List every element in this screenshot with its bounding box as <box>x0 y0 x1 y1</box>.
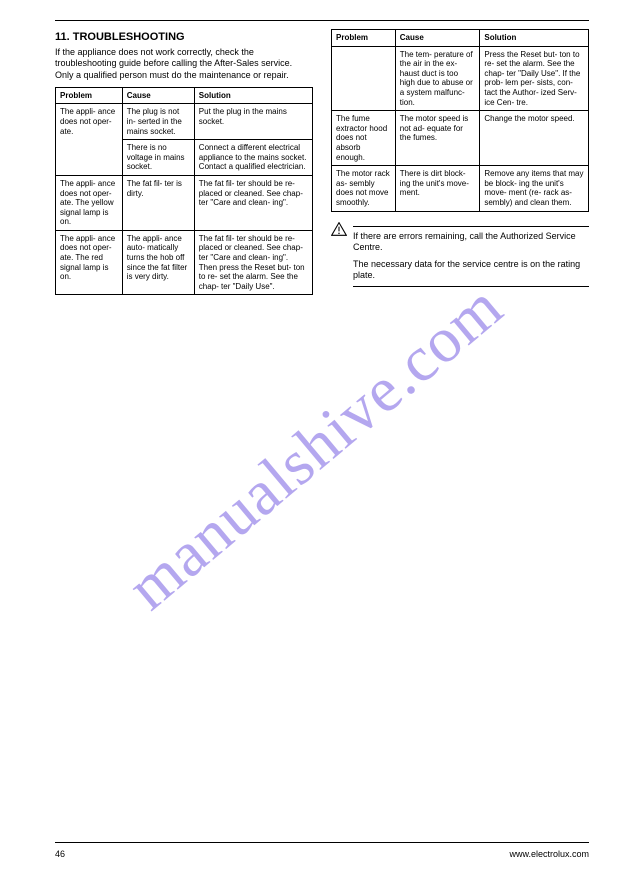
cell: Remove any items that may be block- ing … <box>480 166 589 211</box>
table-row: The appli- ance does not oper- ate. The … <box>56 104 313 140</box>
th-problem: Problem <box>332 30 396 47</box>
cell: The motor speed is not ad- equate for th… <box>395 111 480 166</box>
cell: The fat fil- ter should be re- placed or… <box>194 175 312 230</box>
cell: Connect a different electrical appliance… <box>194 140 312 176</box>
cell: Change the motor speed. <box>480 111 589 166</box>
table-row: The tem- perature of the air in the ex- … <box>332 46 589 111</box>
footer-url: www.electrolux.com <box>509 849 589 859</box>
warning-icon <box>331 222 347 291</box>
warning-block: If there are errors remaining, call the … <box>331 222 589 291</box>
th-solution: Solution <box>480 30 589 47</box>
table-row: The fume extractor hood does not absorb … <box>332 111 589 166</box>
table-row: The motor rack as- sembly does not move … <box>332 166 589 211</box>
cell: The motor rack as- sembly does not move … <box>332 166 396 211</box>
intro-para: If the appliance does not work correctly… <box>55 47 313 81</box>
footer-rule <box>55 842 589 843</box>
table-row: The appli- ance does not oper- ate. The … <box>56 175 313 230</box>
cell: The appli- ance does not oper- ate. The … <box>56 230 123 295</box>
cell: Press the Reset but- ton to re- set the … <box>480 46 589 111</box>
right-column: Problem Cause Solution The tem- perature… <box>331 29 589 295</box>
cell: The fat fil- ter is dirty. <box>122 175 194 230</box>
watermark: manualshive.com <box>113 269 517 624</box>
cell: The appli- ance does not oper- ate. The … <box>56 175 123 230</box>
th-cause: Cause <box>395 30 480 47</box>
cell: There is no voltage in mains socket. <box>122 140 194 176</box>
troubleshoot-table-left: Problem Cause Solution The appli- ance d… <box>55 87 313 296</box>
cell: The appli- ance does not oper- ate. <box>56 104 123 176</box>
cell: There is dirt block- ing the unit's move… <box>395 166 480 211</box>
cell: The appli- ance auto- matically turns th… <box>122 230 194 295</box>
cell <box>332 46 396 111</box>
troubleshoot-table-right: Problem Cause Solution The tem- perature… <box>331 29 589 212</box>
warn-line-1: If there are errors remaining, call the … <box>353 231 589 254</box>
top-rule <box>55 20 589 21</box>
cell: Put the plug in the mains socket. <box>194 104 312 140</box>
section-heading: 11. TROUBLESHOOTING <box>55 31 313 43</box>
th-cause: Cause <box>122 87 194 104</box>
th-problem: Problem <box>56 87 123 104</box>
cell: The tem- perature of the air in the ex- … <box>395 46 480 111</box>
th-solution: Solution <box>194 87 312 104</box>
table-row: The appli- ance does not oper- ate. The … <box>56 230 313 295</box>
cell: The plug is not in- serted in the mains … <box>122 104 194 140</box>
footer-page-number: 46 <box>55 849 65 859</box>
warning-text: If there are errors remaining, call the … <box>353 222 589 291</box>
left-column: 11. TROUBLESHOOTING If the appliance doe… <box>55 29 313 295</box>
cell: The fume extractor hood does not absorb … <box>332 111 396 166</box>
warn-line-2: The necessary data for the service centr… <box>353 259 589 282</box>
cell: The fat fil- ter should be re- placed or… <box>194 230 312 295</box>
content-columns: 11. TROUBLESHOOTING If the appliance doe… <box>55 29 589 295</box>
